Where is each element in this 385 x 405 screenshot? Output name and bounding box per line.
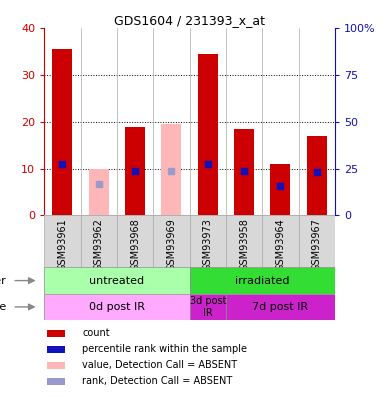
Text: GSM93969: GSM93969 [166,218,176,271]
Bar [44,215,80,267]
Bar [234,129,254,215]
Title: GDS1604 / 231393_x_at: GDS1604 / 231393_x_at [114,14,265,27]
Bar [44,294,190,320]
Text: time: time [0,302,7,312]
Bar [47,345,65,353]
Bar [262,215,299,267]
Text: rank, Detection Call = ABSENT: rank, Detection Call = ABSENT [82,376,232,386]
Bar [226,215,262,267]
Text: 7d post IR: 7d post IR [253,302,308,312]
Text: GSM93958: GSM93958 [239,218,249,271]
Bar [198,54,218,215]
Text: untreated: untreated [89,275,144,286]
Text: 3d post
IR: 3d post IR [189,296,226,318]
Text: percentile rank within the sample: percentile rank within the sample [82,344,247,354]
Bar [52,49,72,215]
Bar [161,124,181,215]
Bar [47,330,65,337]
Text: 0d post IR: 0d post IR [89,302,145,312]
Text: GSM93961: GSM93961 [57,218,67,271]
Bar [190,267,335,294]
Bar [190,294,226,320]
Text: other: other [0,275,7,286]
Bar [125,127,145,215]
Text: count: count [82,328,110,338]
Text: GSM93962: GSM93962 [94,218,104,271]
Bar [190,215,226,267]
Bar [299,215,335,267]
Text: GSM93964: GSM93964 [275,218,285,271]
Text: GSM93967: GSM93967 [312,218,322,271]
Bar [226,294,335,320]
Bar [153,215,189,267]
Bar [117,215,153,267]
Text: value, Detection Call = ABSENT: value, Detection Call = ABSENT [82,360,237,370]
Bar [307,136,327,215]
Text: irradiated: irradiated [235,275,290,286]
Bar [89,168,109,215]
Bar [80,215,117,267]
Text: GSM93973: GSM93973 [203,218,213,271]
Bar [44,267,190,294]
Text: GSM93968: GSM93968 [130,218,140,271]
Bar [47,362,65,369]
Bar [47,377,65,385]
Bar [270,164,290,215]
